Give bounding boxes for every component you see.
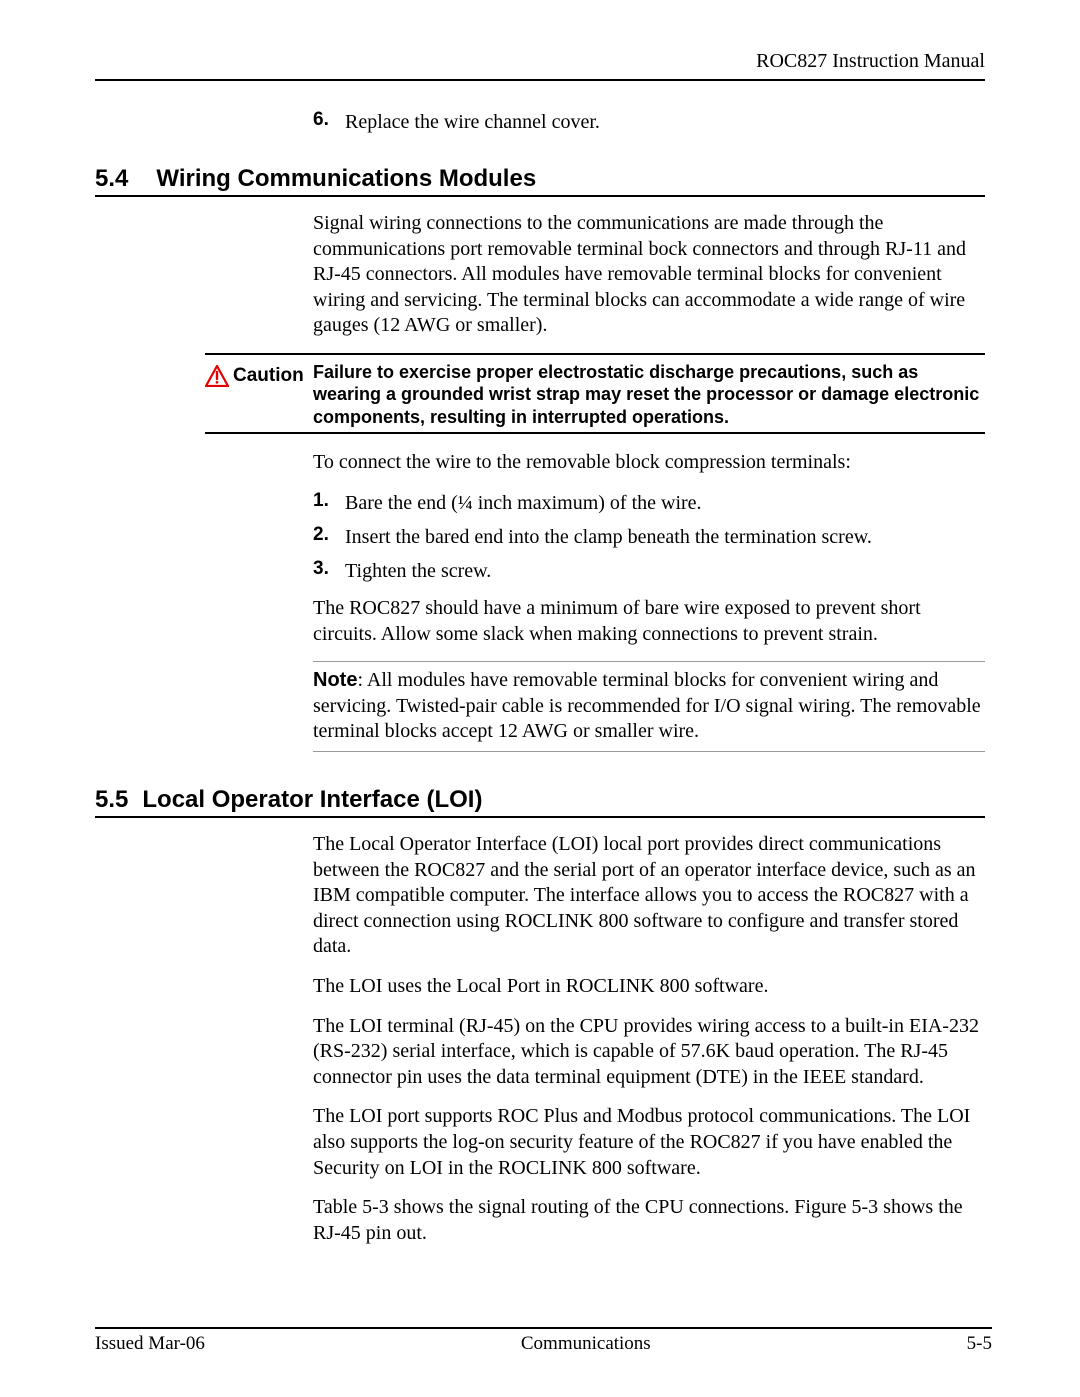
note-bottom-rule [313, 751, 985, 752]
note-paragraph: Note: All modules have removable termina… [313, 668, 985, 745]
header-title: ROC827 Instruction Manual [95, 50, 985, 73]
steps-list: 1. Bare the end (¼ inch maximum) of the … [313, 490, 985, 584]
step-text: Tighten the screw. [345, 558, 491, 584]
paragraph: The Local Operator Interface (LOI) local… [313, 832, 985, 960]
footer-right: 5-5 [967, 1333, 992, 1355]
step-text: Insert the bared end into the clamp bene… [345, 524, 872, 550]
section-heading-5-4: 5.4 Wiring Communications Modules [95, 165, 985, 193]
header-rule [95, 79, 985, 81]
warning-icon [205, 365, 229, 387]
step-number: 1. [313, 490, 345, 516]
footer-row: Issued Mar-06 Communications 5-5 [95, 1333, 992, 1355]
paragraph: The LOI uses the Local Port in ROCLINK 8… [313, 974, 985, 1000]
note-label: Note [313, 669, 357, 691]
section-title: Local Operator Interface (LOI) [142, 786, 482, 814]
caution-label: Caution [233, 365, 304, 387]
footer-center: Communications [521, 1333, 651, 1355]
paragraph: The LOI port supports ROC Plus and Modbu… [313, 1104, 985, 1181]
section-rule [95, 816, 985, 818]
caution-text: Failure to exercise proper electrostatic… [313, 361, 985, 429]
section-number: 5.5 [95, 786, 128, 814]
paragraph: The LOI terminal (RJ-45) on the CPU prov… [313, 1014, 985, 1091]
note-top-rule [313, 661, 985, 662]
section-heading-5-5: 5.5 Local Operator Interface (LOI) [95, 786, 985, 814]
step-number: 6. [313, 109, 345, 135]
section-number: 5.4 [95, 165, 128, 193]
caution-label-cell: Caution [205, 361, 313, 387]
step-number: 2. [313, 524, 345, 550]
list-item: 6. Replace the wire channel cover. [313, 109, 985, 135]
paragraph: To connect the wire to the removable blo… [313, 450, 985, 476]
footer-rule [95, 1327, 992, 1329]
caution-row: Caution Failure to exercise proper elect… [205, 355, 985, 433]
step-text: Replace the wire channel cover. [345, 109, 600, 135]
step-number: 3. [313, 558, 345, 584]
section-5-5-body: The Local Operator Interface (LOI) local… [313, 832, 985, 1246]
paragraph: The ROC827 should have a minimum of bare… [313, 596, 985, 647]
note-text: : All modules have removable terminal bl… [313, 669, 981, 742]
list-item: 3. Tighten the screw. [313, 558, 985, 584]
intro-step-block: 6. Replace the wire channel cover. [313, 109, 985, 135]
paragraph: Table 5-3 shows the signal routing of th… [313, 1195, 985, 1246]
caution-block: Caution Failure to exercise proper elect… [205, 353, 985, 435]
section-rule [95, 195, 985, 197]
footer-left: Issued Mar-06 [95, 1333, 205, 1355]
section-5-4-after-caution: To connect the wire to the removable blo… [313, 450, 985, 752]
step-text: Bare the end (¼ inch maximum) of the wir… [345, 490, 702, 516]
caution-bottom-rule [205, 432, 985, 434]
paragraph: Signal wiring connections to the communi… [313, 211, 985, 339]
section-5-4-body: Signal wiring connections to the communi… [313, 211, 985, 339]
section-title: Wiring Communications Modules [156, 165, 536, 193]
footer: Issued Mar-06 Communications 5-5 [95, 1327, 992, 1355]
page: ROC827 Instruction Manual 6. Replace the… [0, 0, 1080, 1397]
list-item: 2. Insert the bared end into the clamp b… [313, 524, 985, 550]
list-item: 1. Bare the end (¼ inch maximum) of the … [313, 490, 985, 516]
